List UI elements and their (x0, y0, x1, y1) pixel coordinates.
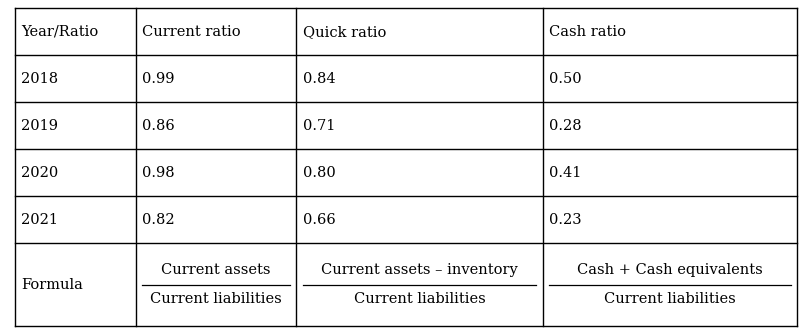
Text: Formula: Formula (21, 278, 83, 292)
Text: 0.41: 0.41 (549, 166, 581, 180)
Text: 0.71: 0.71 (303, 119, 335, 133)
Text: 2020: 2020 (21, 166, 58, 180)
Text: Cash + Cash equivalents: Cash + Cash equivalents (577, 264, 762, 278)
Text: 0.23: 0.23 (549, 213, 581, 227)
Text: 0.80: 0.80 (303, 166, 335, 180)
Text: Current liabilities: Current liabilities (603, 292, 735, 306)
Text: 0.99: 0.99 (142, 72, 174, 86)
Text: 0.66: 0.66 (303, 213, 335, 227)
Text: 2021: 2021 (21, 213, 58, 227)
Text: Current assets – inventory: Current assets – inventory (321, 264, 517, 278)
Text: 2018: 2018 (21, 72, 58, 86)
Text: Current liabilities: Current liabilities (354, 292, 485, 306)
Text: 0.82: 0.82 (142, 213, 175, 227)
Text: Current ratio: Current ratio (142, 25, 241, 39)
Text: Cash ratio: Cash ratio (549, 25, 626, 39)
Text: Current assets: Current assets (161, 264, 271, 278)
Text: 2019: 2019 (21, 119, 58, 133)
Text: 0.50: 0.50 (549, 72, 581, 86)
Text: Year/Ratio: Year/Ratio (21, 25, 98, 39)
Text: Current liabilities: Current liabilities (150, 292, 281, 306)
Text: Quick ratio: Quick ratio (303, 25, 386, 39)
Text: 0.84: 0.84 (303, 72, 335, 86)
Text: 0.28: 0.28 (549, 119, 581, 133)
Text: 0.98: 0.98 (142, 166, 175, 180)
Text: 0.86: 0.86 (142, 119, 175, 133)
